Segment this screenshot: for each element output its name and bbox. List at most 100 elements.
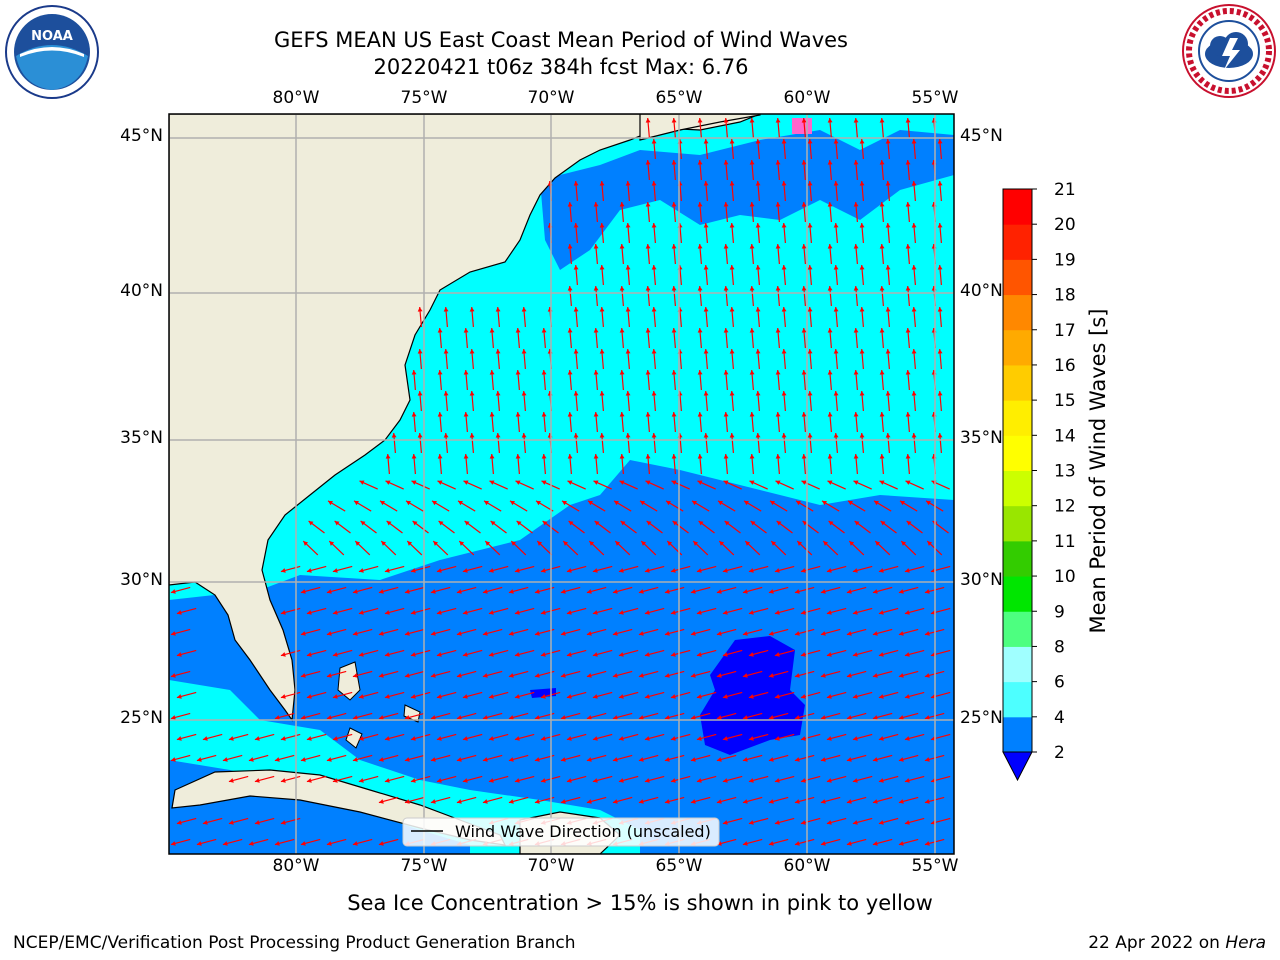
wave-arrow-head (328, 500, 333, 506)
colorbar-segment (1003, 716, 1032, 753)
wave-arrow-head (693, 541, 699, 546)
wave-arrow-head (430, 631, 436, 636)
wave-arrow-head (625, 181, 631, 186)
wave-arrow-head (599, 181, 605, 186)
wave-arrow-head (619, 202, 625, 207)
wave-arrow-head (280, 736, 286, 741)
wave-arrow-head (755, 139, 761, 144)
wave-arrow-head (644, 568, 650, 573)
wave-arrow-head (781, 265, 787, 270)
wave-arrow-head (358, 652, 364, 657)
wave-arrow-head (664, 799, 670, 804)
wave-arrow-head (534, 673, 540, 678)
wave-arrow-head (560, 757, 566, 762)
wave-arrow-head (905, 244, 911, 249)
wave-arrow-head (749, 328, 755, 333)
wave-arrow-head (567, 244, 573, 249)
wave-arrow-head (729, 391, 735, 396)
wave-arrow-head (489, 454, 495, 459)
wave-arrow-head (696, 694, 702, 699)
wave-arrow-head (827, 202, 833, 207)
wave-arrow-head (853, 370, 859, 375)
land-maritimes (639, 114, 761, 141)
wave-arrow-head (573, 181, 579, 186)
wave-arrow-head (937, 433, 943, 438)
wave-arrow-head (696, 778, 702, 783)
wave-arrow-head (827, 412, 833, 417)
wave-arrow-head (716, 673, 722, 678)
colorbar-tick-label: 19 (1054, 250, 1076, 270)
wave-arrow-head (411, 454, 417, 459)
wave-arrow-head (625, 223, 631, 228)
wave-arrow-head (823, 541, 829, 546)
wave-arrow-head (781, 139, 787, 144)
wave-arrow-head (775, 480, 781, 485)
wave-arrow-head (671, 286, 677, 291)
wave-arrow-head (833, 349, 839, 354)
wave-arrow-head (521, 391, 527, 396)
wave-arrow-head (306, 652, 312, 657)
wave-arrow-head (385, 454, 391, 459)
wave-arrow-head (638, 631, 644, 636)
wave-arrow-head (774, 820, 780, 825)
wave-arrow-head (326, 673, 332, 678)
wave-arrow-head (488, 652, 494, 657)
wave-arrow-head (749, 454, 755, 459)
wave-arrow-head (849, 541, 855, 546)
wave-arrow-head (462, 652, 468, 657)
wave-arrow-head (411, 370, 417, 375)
wave-arrow-head (742, 673, 748, 678)
wave-arrow-head (820, 841, 826, 846)
wave-arrow-head (671, 202, 677, 207)
wave-arrow-head (794, 799, 800, 804)
wave-arrow-head (807, 139, 813, 144)
colorbar-segment (1003, 540, 1032, 577)
wave-arrow-head (742, 799, 748, 804)
wave-arrow-head (515, 480, 521, 485)
wave-arrow-head (911, 181, 917, 186)
wave-arrow-head (274, 757, 280, 762)
wave-arrow-head (469, 307, 475, 312)
wave-arrow-head (874, 500, 879, 506)
wave-arrow-head (827, 286, 833, 291)
wave-arrow-head (618, 652, 624, 657)
wave-arrow-head (589, 541, 595, 546)
wave-arrow-head (796, 500, 801, 506)
wave-arrow-head (748, 820, 754, 825)
wave-arrow-head (541, 412, 547, 417)
wave-arrow-head (807, 265, 813, 270)
lon-tick-top: 65°W (655, 88, 703, 108)
wave-arrow-head (540, 568, 546, 573)
wave-arrow-head (776, 521, 782, 526)
wave-arrow-head (567, 370, 573, 375)
wave-arrow-head (670, 778, 676, 783)
wave-arrow-head (666, 500, 671, 506)
wave-arrow-head (723, 328, 729, 333)
wave-arrow-head (536, 500, 541, 506)
wave-arrow-head (911, 139, 917, 144)
wave-arrow-head (905, 202, 911, 207)
wave-arrow-head (781, 223, 787, 228)
wave-arrow-head (745, 541, 751, 546)
colorbar-tick-label: 11 (1054, 532, 1076, 552)
wave-arrow-head (541, 370, 547, 375)
wave-arrow-head (800, 610, 806, 615)
wave-arrow-head (853, 244, 859, 249)
lat-tick-left: 35°N (120, 428, 163, 448)
wave-arrow-head (437, 454, 443, 459)
wave-arrow-head (651, 307, 657, 312)
wave-arrow-head (332, 736, 338, 741)
wave-arrow-head (853, 328, 859, 333)
wave-arrow-head (306, 610, 312, 615)
wave-arrow-head (566, 568, 572, 573)
wave-arrow-head (697, 412, 703, 417)
wave-arrow-head (937, 223, 943, 228)
wave-arrow-head (697, 480, 703, 485)
wave-arrow-head (698, 521, 704, 526)
wave-arrow-head (672, 521, 678, 526)
wave-arrow-head (879, 118, 885, 123)
wave-arrow-head (671, 328, 677, 333)
wave-arrow-head (638, 589, 644, 594)
footer-branch: NCEP/EMC/Verification Post Processing Pr… (13, 933, 576, 953)
wave-arrow-head (781, 307, 787, 312)
